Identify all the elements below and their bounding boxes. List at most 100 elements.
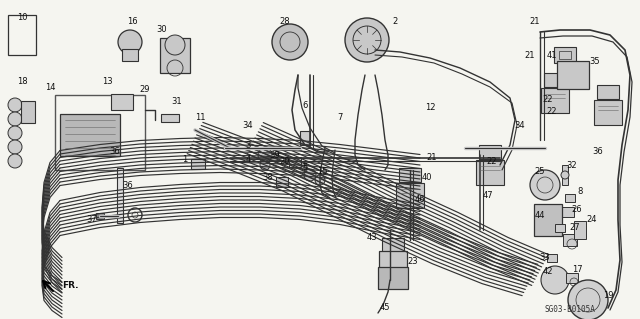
Text: 17: 17 xyxy=(572,265,582,275)
Text: FR.: FR. xyxy=(61,280,78,290)
Circle shape xyxy=(345,18,389,62)
Text: 36: 36 xyxy=(593,147,604,157)
Circle shape xyxy=(260,160,270,170)
Bar xyxy=(565,194,575,202)
Text: 4: 4 xyxy=(245,155,251,165)
Text: 35: 35 xyxy=(589,57,600,66)
Bar xyxy=(476,160,504,184)
Text: 1: 1 xyxy=(182,155,188,165)
Text: 38: 38 xyxy=(262,174,273,182)
Text: 28: 28 xyxy=(280,18,291,26)
Circle shape xyxy=(315,175,325,185)
Text: 36: 36 xyxy=(109,147,120,157)
Bar xyxy=(60,114,120,156)
Text: 22: 22 xyxy=(487,158,497,167)
Bar xyxy=(563,234,577,246)
Text: SG03-B0105A: SG03-B0105A xyxy=(545,306,595,315)
Bar xyxy=(557,61,589,89)
Text: 7: 7 xyxy=(337,114,342,122)
Text: 12: 12 xyxy=(425,103,435,113)
Bar xyxy=(96,213,104,219)
Bar xyxy=(378,267,408,289)
Bar xyxy=(111,94,133,110)
Circle shape xyxy=(8,98,22,112)
Bar xyxy=(544,73,566,87)
Text: 16: 16 xyxy=(127,18,138,26)
Bar xyxy=(399,168,421,182)
Circle shape xyxy=(530,170,560,200)
Text: 41: 41 xyxy=(547,50,557,60)
Text: 22: 22 xyxy=(547,108,557,116)
Text: 40: 40 xyxy=(422,174,432,182)
Bar xyxy=(276,177,288,187)
Circle shape xyxy=(561,171,569,179)
Text: 13: 13 xyxy=(102,78,112,86)
Bar xyxy=(479,145,501,159)
Circle shape xyxy=(118,30,142,54)
Text: 45: 45 xyxy=(380,302,390,311)
Bar xyxy=(117,167,123,222)
Circle shape xyxy=(272,24,308,60)
Text: 32: 32 xyxy=(566,160,577,169)
Text: 21: 21 xyxy=(427,153,437,162)
Text: 44: 44 xyxy=(535,211,545,219)
Text: 34: 34 xyxy=(243,121,253,130)
Text: 36: 36 xyxy=(123,181,133,189)
Bar xyxy=(161,114,179,122)
Text: 37: 37 xyxy=(86,216,97,225)
Text: 24: 24 xyxy=(587,216,597,225)
Text: 22: 22 xyxy=(543,95,553,105)
Bar xyxy=(554,47,576,63)
Text: 11: 11 xyxy=(195,114,205,122)
Bar xyxy=(541,87,569,113)
Bar xyxy=(21,101,35,123)
Text: 14: 14 xyxy=(45,84,55,93)
Text: 43: 43 xyxy=(367,234,378,242)
Bar xyxy=(122,49,138,61)
Text: 8: 8 xyxy=(577,188,582,197)
Text: 19: 19 xyxy=(603,291,613,300)
Text: 20: 20 xyxy=(280,158,291,167)
Bar xyxy=(566,273,578,283)
Text: 21: 21 xyxy=(530,18,540,26)
Bar xyxy=(534,204,562,236)
Bar xyxy=(160,38,190,72)
Bar xyxy=(562,165,568,185)
Circle shape xyxy=(8,140,22,154)
Bar xyxy=(379,251,407,273)
Bar xyxy=(191,159,205,169)
Bar xyxy=(8,15,36,55)
Circle shape xyxy=(568,280,608,319)
Text: 42: 42 xyxy=(543,268,553,277)
Bar xyxy=(396,182,424,207)
Text: 6: 6 xyxy=(302,100,308,109)
Text: 3: 3 xyxy=(245,140,251,150)
Bar xyxy=(382,238,404,252)
Text: 46: 46 xyxy=(415,196,426,204)
Text: 27: 27 xyxy=(570,224,580,233)
Bar xyxy=(594,100,622,124)
Text: 33: 33 xyxy=(540,254,550,263)
Text: 10: 10 xyxy=(17,13,28,23)
Text: 25: 25 xyxy=(535,167,545,176)
Bar xyxy=(55,95,145,170)
Text: 30: 30 xyxy=(157,26,167,34)
Circle shape xyxy=(541,266,569,294)
Bar xyxy=(555,224,565,232)
Text: 39: 39 xyxy=(269,151,280,160)
Text: 31: 31 xyxy=(172,98,182,107)
Text: 5: 5 xyxy=(302,164,308,173)
Circle shape xyxy=(165,35,185,55)
Bar xyxy=(562,207,574,217)
Bar xyxy=(597,85,619,99)
Circle shape xyxy=(8,154,22,168)
Text: 18: 18 xyxy=(17,78,28,86)
Bar xyxy=(547,254,557,262)
Bar xyxy=(559,51,571,59)
Text: 29: 29 xyxy=(140,85,150,94)
Text: 23: 23 xyxy=(408,257,419,266)
Text: 34: 34 xyxy=(515,121,525,130)
Circle shape xyxy=(8,126,22,140)
Circle shape xyxy=(304,169,316,181)
Text: 2: 2 xyxy=(392,18,397,26)
